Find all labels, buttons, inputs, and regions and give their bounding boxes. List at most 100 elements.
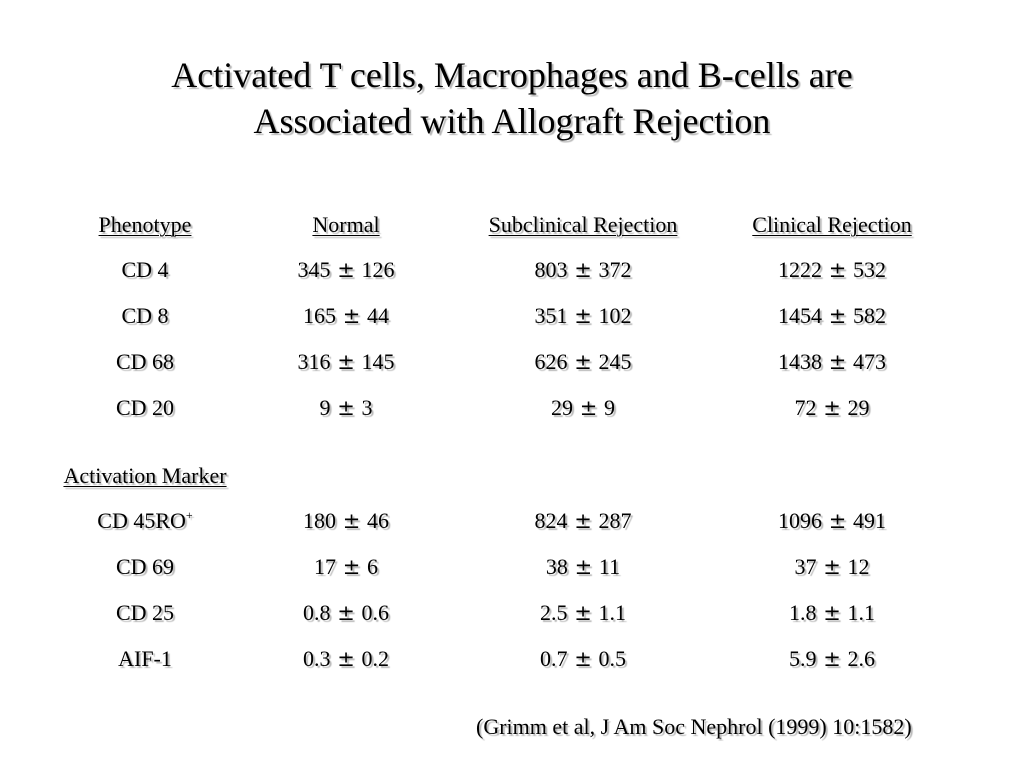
plus-minus-symbol: ± bbox=[567, 258, 599, 282]
cell-normal: 0.8 ± 0.6 bbox=[303, 600, 389, 626]
subclinical-sd: 11 bbox=[598, 554, 621, 579]
subclinical-mean: 38 bbox=[545, 554, 568, 579]
title-line-2: Associated with Allograft Rejection bbox=[253, 101, 771, 141]
clinical-mean: 5.9 bbox=[789, 646, 817, 671]
cell-clinical: 72 ± 29 bbox=[795, 395, 870, 421]
normal-mean: 17 bbox=[314, 554, 337, 579]
row-label-text: CD 25 bbox=[115, 600, 175, 625]
col-header-clinical: Clinical Rejection bbox=[752, 212, 912, 237]
subclinical-sd: 1.1 bbox=[598, 600, 626, 625]
col-header-subclinical: Subclinical Rejection bbox=[488, 212, 678, 237]
cell-clinical: 1222 ± 532 bbox=[778, 257, 886, 283]
citation: (Grimm et al, J Am Soc Nephrol (1999) 10… bbox=[476, 714, 912, 739]
normal-mean: 316 bbox=[297, 349, 331, 374]
cell-clinical: 1.8 ± 1.1 bbox=[789, 600, 875, 626]
cell-subclinical: 38 ± 11 bbox=[546, 554, 620, 580]
plus-minus-symbol: ± bbox=[822, 258, 853, 282]
plus-minus-symbol: ± bbox=[822, 304, 853, 328]
normal-sd: 44 bbox=[366, 303, 389, 328]
plus-minus-symbol: ± bbox=[330, 396, 362, 420]
row-label: CD 45RO+ bbox=[97, 508, 192, 534]
normal-mean: 0.8 bbox=[303, 600, 331, 625]
clinical-sd: 532 bbox=[852, 257, 886, 282]
row-label-text: CD 8 bbox=[121, 303, 169, 328]
cell-clinical: 1454 ± 582 bbox=[778, 303, 886, 329]
plus-minus-symbol: ± bbox=[336, 304, 367, 328]
normal-sd: 145 bbox=[361, 349, 395, 374]
subclinical-mean: 29 bbox=[551, 395, 574, 420]
row-label-text: CD 69 bbox=[115, 554, 175, 579]
subclinical-sd: 372 bbox=[598, 257, 632, 282]
cell-subclinical: 626 ± 245 bbox=[535, 349, 632, 375]
normal-mean: 345 bbox=[297, 257, 331, 282]
slide-title: Activated T cells, Macrophages and B-cel… bbox=[0, 52, 1024, 144]
plus-minus-symbol: ± bbox=[822, 350, 853, 374]
row-label-text: CD 4 bbox=[121, 257, 169, 282]
clinical-mean: 1222 bbox=[778, 257, 823, 282]
normal-sd: 3 bbox=[361, 395, 373, 420]
normal-sd: 6 bbox=[366, 554, 378, 579]
cell-subclinical: 0.7 ± 0.5 bbox=[540, 646, 626, 672]
row-label: CD 4 bbox=[121, 257, 168, 283]
row-label: CD 8 bbox=[121, 303, 168, 329]
plus-minus-symbol: ± bbox=[816, 555, 848, 579]
plus-minus-symbol: ± bbox=[330, 350, 362, 374]
cell-normal: 9 ± 3 bbox=[320, 395, 373, 421]
col-header-phenotype: Phenotype bbox=[98, 212, 192, 237]
clinical-sd: 491 bbox=[852, 508, 886, 533]
cell-subclinical: 29 ± 9 bbox=[551, 395, 615, 421]
row-label-text: CD 45RO bbox=[97, 508, 186, 533]
plus-minus-symbol: ± bbox=[330, 647, 362, 671]
subclinical-mean: 351 bbox=[534, 303, 568, 328]
cell-normal: 316 ± 145 bbox=[298, 349, 395, 375]
subclinical-mean: 0.7 bbox=[540, 646, 568, 671]
clinical-sd: 2.6 bbox=[847, 646, 875, 671]
subclinical-sd: 102 bbox=[598, 303, 632, 328]
cell-subclinical: 803 ± 372 bbox=[535, 257, 632, 283]
clinical-sd: 582 bbox=[852, 303, 886, 328]
normal-mean: 165 bbox=[303, 303, 337, 328]
normal-sd: 46 bbox=[366, 508, 389, 533]
clinical-mean: 1.8 bbox=[789, 600, 817, 625]
plus-minus-symbol: ± bbox=[567, 601, 599, 625]
cell-subclinical: 351 ± 102 bbox=[535, 303, 632, 329]
subclinical-mean: 2.5 bbox=[540, 600, 568, 625]
subclinical-sd: 287 bbox=[598, 508, 632, 533]
plus-minus-symbol: ± bbox=[822, 509, 853, 533]
row-label-text: AIF-1 bbox=[118, 646, 172, 671]
cell-normal: 345 ± 126 bbox=[298, 257, 395, 283]
cell-subclinical: 824 ± 287 bbox=[535, 508, 632, 534]
row-label: AIF-1 bbox=[118, 646, 172, 672]
clinical-mean: 1096 bbox=[778, 508, 823, 533]
normal-mean: 180 bbox=[303, 508, 337, 533]
row-label-text: CD 20 bbox=[115, 395, 175, 420]
plus-minus-symbol: ± bbox=[573, 396, 604, 420]
plus-minus-symbol: ± bbox=[336, 555, 367, 579]
cell-clinical: 5.9 ± 2.6 bbox=[789, 646, 875, 672]
clinical-mean: 72 bbox=[794, 395, 817, 420]
row-label: CD 69 bbox=[116, 554, 174, 580]
subclinical-mean: 824 bbox=[534, 508, 568, 533]
clinical-sd: 473 bbox=[852, 349, 886, 374]
cell-clinical: 1438 ± 473 bbox=[778, 349, 886, 375]
plus-minus-symbol: ± bbox=[816, 647, 848, 671]
normal-mean: 0.3 bbox=[303, 646, 331, 671]
title-line-1: Activated T cells, Macrophages and B-cel… bbox=[171, 55, 853, 95]
plus-minus-symbol: ± bbox=[816, 601, 848, 625]
row-label: CD 20 bbox=[116, 395, 174, 421]
clinical-sd: 12 bbox=[847, 554, 870, 579]
normal-sd: 126 bbox=[361, 257, 395, 282]
cell-clinical: 37 ± 12 bbox=[795, 554, 870, 580]
cell-normal: 17 ± 6 bbox=[314, 554, 378, 580]
cell-normal: 165 ± 44 bbox=[303, 303, 389, 329]
cell-normal: 0.3 ± 0.2 bbox=[303, 646, 389, 672]
plus-minus-symbol: ± bbox=[567, 509, 599, 533]
plus-minus-symbol: ± bbox=[330, 258, 362, 282]
plus-minus-symbol: ± bbox=[567, 350, 599, 374]
plus-minus-symbol: ± bbox=[567, 647, 599, 671]
subclinical-sd: 0.5 bbox=[598, 646, 626, 671]
plus-minus-symbol: ± bbox=[567, 304, 599, 328]
row-label-text: CD 68 bbox=[115, 349, 175, 374]
plus-minus-symbol: ± bbox=[330, 601, 362, 625]
row-label: CD 68 bbox=[116, 349, 174, 375]
